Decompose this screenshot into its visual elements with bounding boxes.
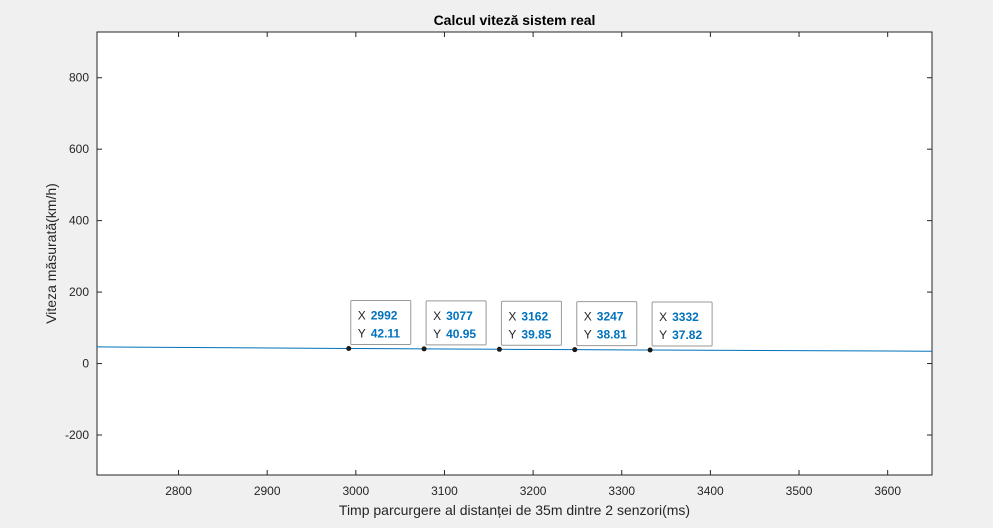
datatip-box: [500, 300, 562, 346]
datatip-y-key: Y: [584, 328, 592, 342]
y-tick-label: 200: [69, 285, 89, 299]
ticks-layer: 2800 2900 3000 3100 3200 3300 3400 3500 3600 -200…: [65, 32, 932, 498]
datatip-y-value: 39.85: [521, 327, 551, 341]
datatip-y-key: Y: [659, 328, 667, 342]
datatip-y-value: 40.95: [446, 327, 476, 341]
datatip-x-value: 3332: [672, 310, 699, 324]
datatip-marker: [496, 346, 502, 352]
y-tick-label: 0: [82, 357, 89, 371]
datatip-x-key: X: [659, 310, 667, 324]
x-tick-label: 3300: [608, 484, 635, 498]
y-tick-label: 800: [69, 71, 89, 85]
datatip-y-value: 37.82: [672, 328, 702, 342]
x-tick-label: 3000: [342, 484, 369, 498]
datatip: X 3162 Y 39.85: [496, 300, 562, 352]
datatip-y-key: Y: [433, 327, 441, 341]
datatip-y-value: 38.81: [597, 328, 627, 342]
datatip: X 2992 Y 42.11: [346, 299, 412, 351]
x-tick-label: 2900: [254, 484, 281, 498]
x-tick-label: 3100: [431, 484, 458, 498]
datatip-box: [651, 301, 713, 347]
datatip-marker: [647, 347, 653, 353]
datatip-x-key: X: [508, 309, 516, 323]
datatip-marker: [572, 347, 578, 353]
datatip-marker: [421, 346, 427, 352]
datatip-x-value: 3162: [521, 309, 548, 323]
datatip-y-value: 42.11: [371, 326, 401, 340]
datatip-box: [425, 300, 487, 346]
y-tick-label: 600: [69, 142, 89, 156]
y-axis-title: Viteza măsurată(km/h): [43, 183, 59, 324]
y-tick-label: -200: [65, 428, 89, 442]
datatip-x-key: X: [584, 310, 592, 324]
x-tick-label: 3200: [520, 484, 547, 498]
y-tick-label: 400: [69, 214, 89, 228]
axes-background: [96, 31, 933, 476]
x-tick-label: 2800: [165, 484, 192, 498]
x-tick-label: 3400: [697, 484, 724, 498]
datatip-x-value: 3247: [597, 310, 624, 324]
datatip-x-key: X: [358, 308, 366, 322]
datatip: X 3332 Y 37.82: [647, 301, 713, 353]
x-tick-label: 3500: [786, 484, 813, 498]
chart-title: Calcul viteză sistem real: [434, 12, 596, 28]
datatip-box: [350, 299, 412, 345]
datatip-box: [576, 301, 638, 347]
x-axis-title: Timp parcurgere al distanței de 35m dint…: [339, 502, 690, 518]
datatip-x-value: 3077: [446, 309, 473, 323]
datatip-x-value: 2992: [371, 308, 398, 322]
datatip-x-key: X: [433, 309, 441, 323]
datatip: X 3077 Y 40.95: [421, 300, 487, 352]
datatip: X 3247 Y 38.81: [572, 301, 638, 353]
datatip-y-key: Y: [358, 326, 366, 340]
datatip-marker: [346, 345, 352, 351]
x-tick-label: 3600: [874, 484, 901, 498]
datatip-y-key: Y: [508, 327, 516, 341]
